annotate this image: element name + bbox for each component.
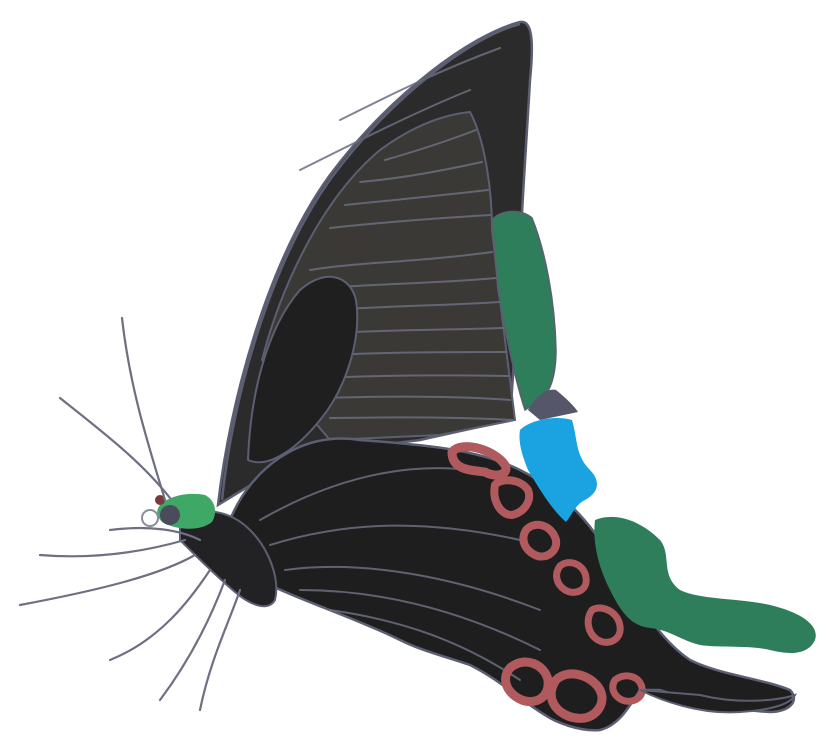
green-band bbox=[491, 210, 557, 412]
red-spot bbox=[609, 672, 646, 705]
hindwing bbox=[228, 437, 796, 732]
forewing-leading-edge bbox=[220, 22, 521, 501]
red-spot bbox=[447, 442, 511, 480]
head-red-dot bbox=[155, 495, 165, 505]
eye-ring bbox=[141, 509, 159, 527]
forewing-veins bbox=[299, 47, 513, 421]
red-spot bbox=[519, 520, 561, 561]
hindwing-tail bbox=[639, 689, 797, 714]
hindwing-veins bbox=[259, 467, 541, 681]
green-fringe bbox=[594, 516, 816, 653]
body bbox=[179, 510, 278, 608]
legs bbox=[18, 526, 242, 712]
red-spot bbox=[553, 559, 590, 596]
antennae bbox=[58, 316, 172, 502]
swallowtail-butterfly bbox=[18, 20, 816, 732]
red-spots bbox=[447, 442, 646, 723]
eye bbox=[160, 505, 180, 525]
red-spot bbox=[584, 604, 624, 646]
grey-scale-tip bbox=[528, 389, 578, 420]
forewing-discal-patch bbox=[246, 275, 359, 464]
red-spot bbox=[490, 476, 534, 519]
red-spot bbox=[546, 669, 607, 723]
red-spot bbox=[501, 657, 553, 707]
blue-patch bbox=[519, 418, 597, 522]
